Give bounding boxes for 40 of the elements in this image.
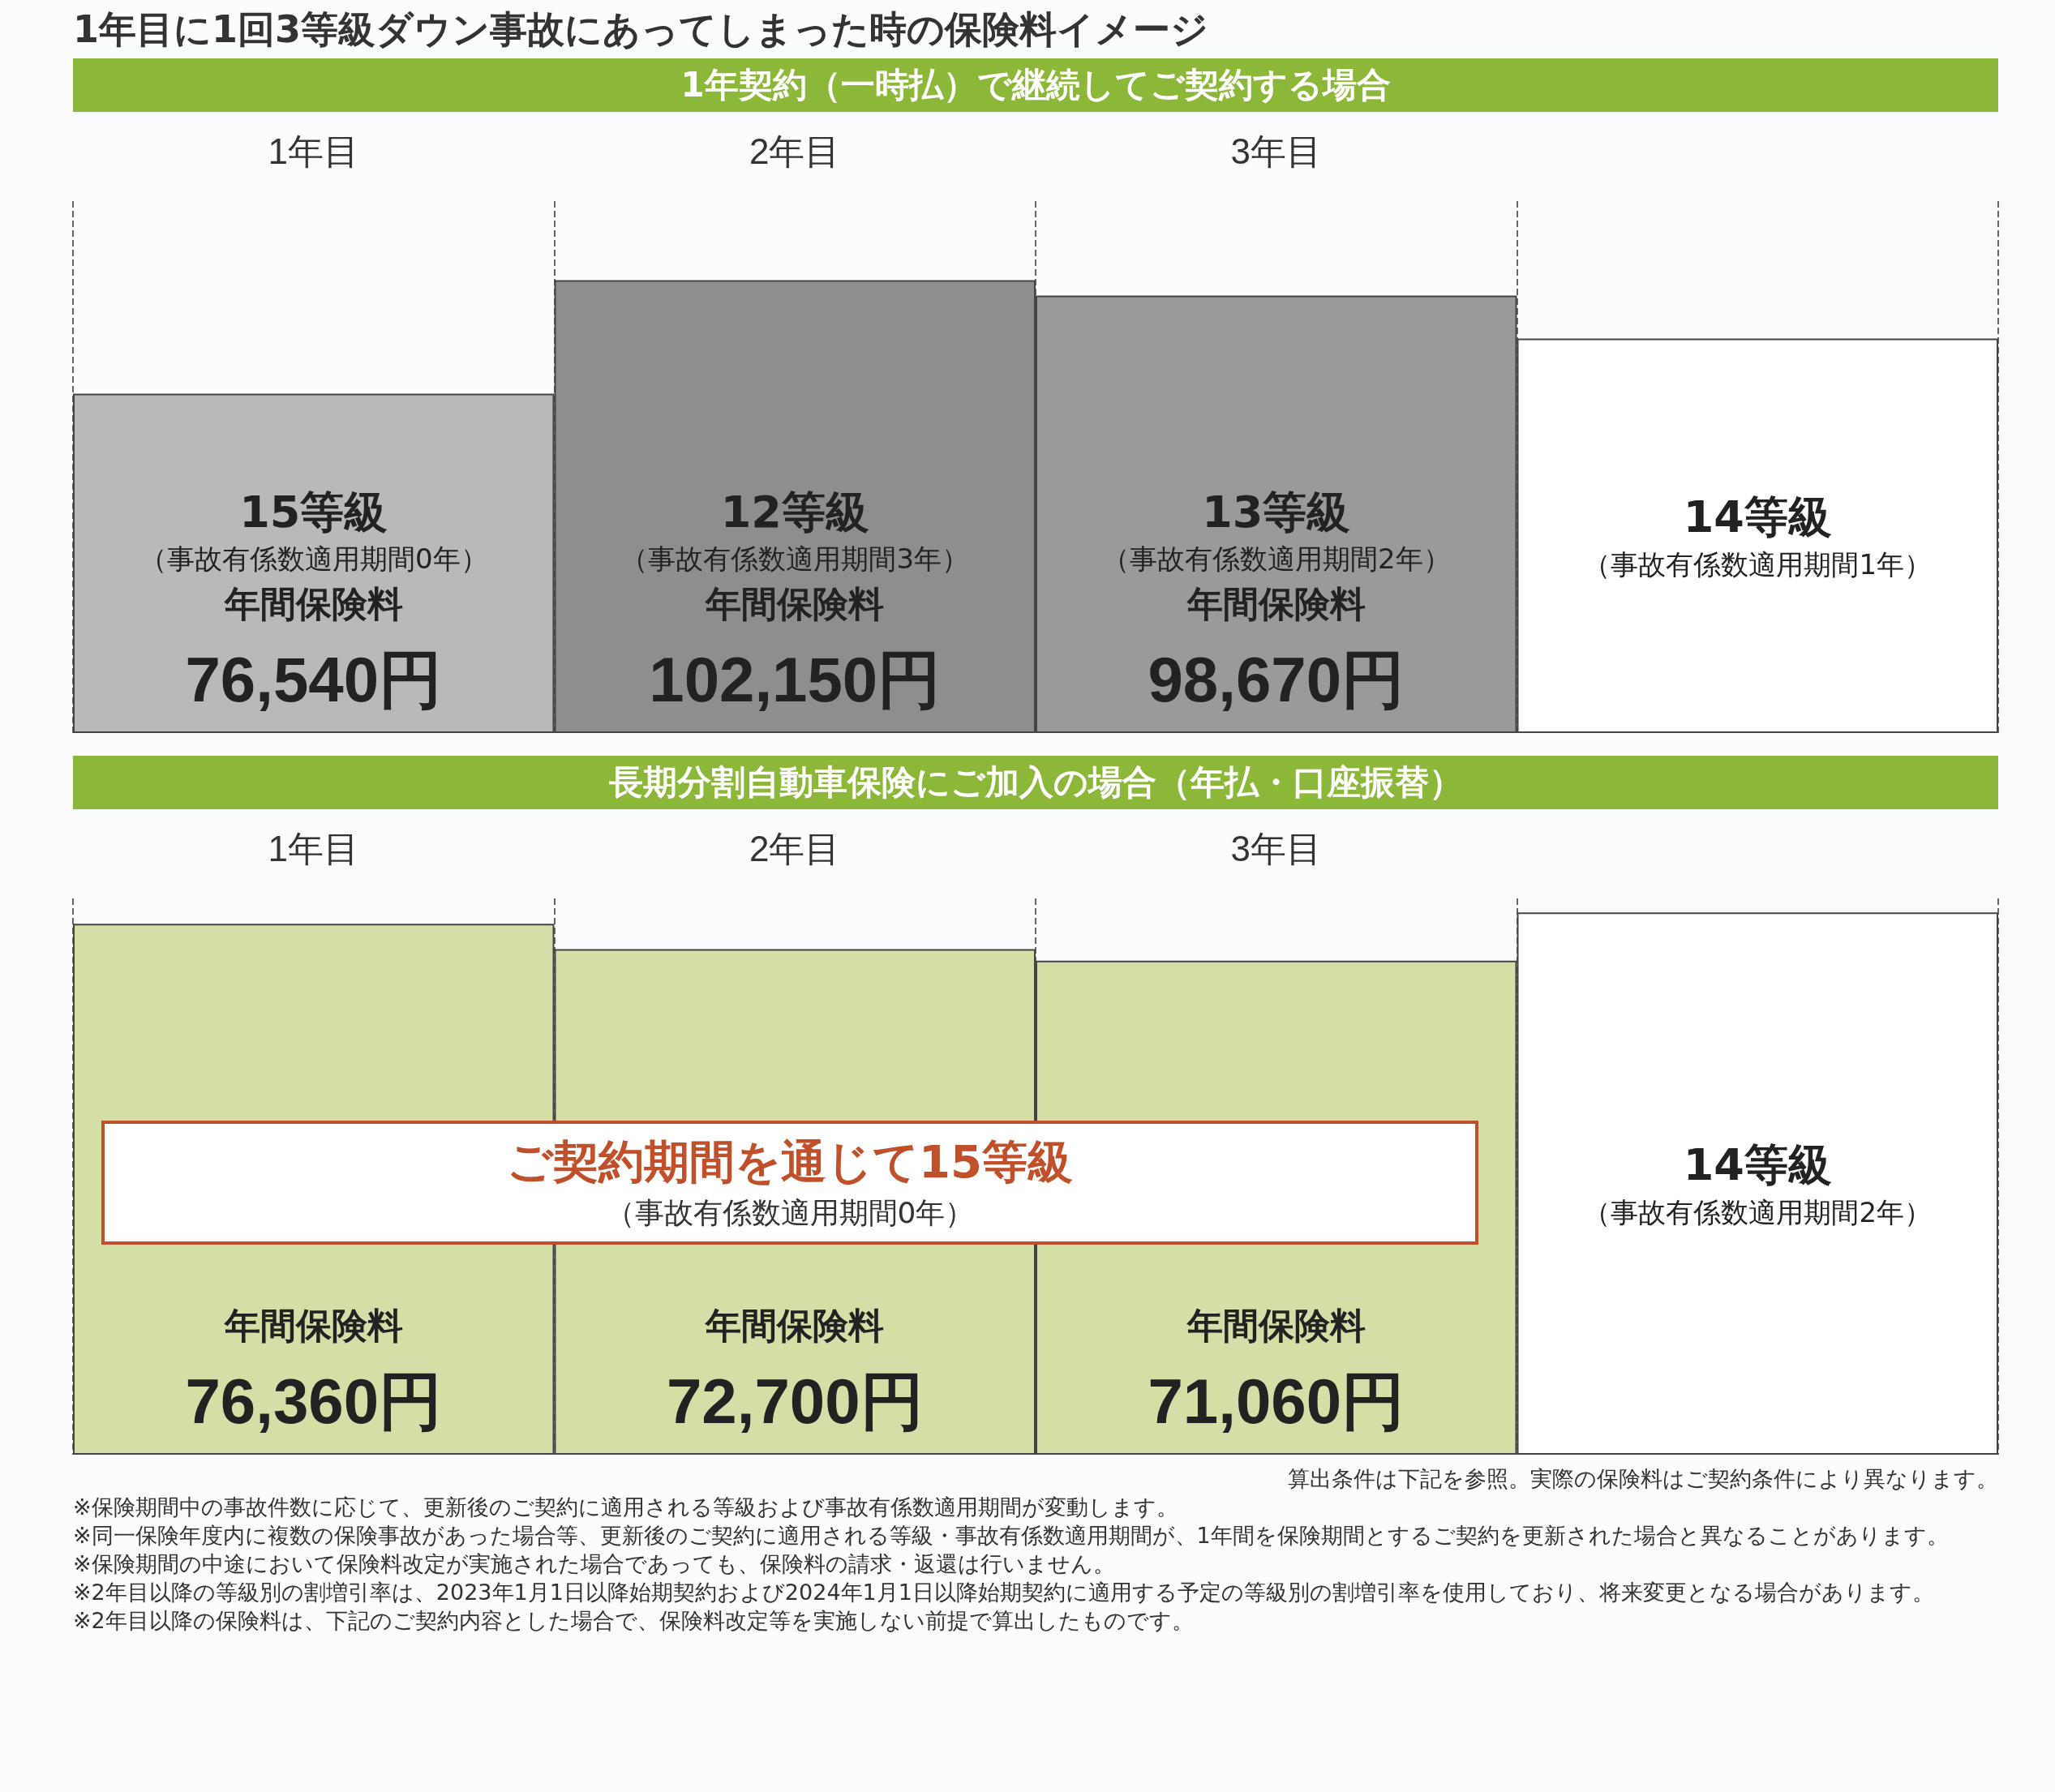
annotation: （事故有係数適用期間1年） [1583, 547, 1933, 581]
annotation: 年間保険料 [705, 582, 885, 624]
annotation: 12等級 [720, 486, 869, 538]
text: ※保険期間中の事故件数に応じて、更新後のご契約に適用される等級および事故有係数適用期間が変動します。 [73, 1494, 1179, 1522]
callout-box: ご契約期間を通じて15等級 （事故有係数適用期間0年） [101, 1121, 1478, 1245]
x-tick-label: 3年目 [1230, 131, 1322, 171]
data-label: 98,670円 [1148, 644, 1405, 715]
annotation: 年間保険料 [223, 582, 403, 624]
chart-title: 1年目に1回3等級ダウン事故にあってしまった時の保険料イメージ [72, 6, 1210, 53]
x-tick-label: 2年目 [749, 131, 841, 171]
data-label: 76,540円 [185, 644, 443, 715]
annotation: （事故有係数適用期間3年） [620, 542, 970, 575]
text: ※保険期間の中途において保険料改定が実施された場合であっても、保険料の請求・返還は行いません。 [73, 1550, 1116, 1579]
x-tick-label: 1年目 [268, 131, 359, 171]
x-tick-label: 1年目 [268, 828, 359, 868]
chart-subtitle: 長期分割自動車保険にご加入の場合（年払・口座振替） [73, 756, 1998, 809]
annotation: （事故有係数適用期間2年） [1583, 1195, 1933, 1228]
annotation: 13等級 [1202, 486, 1351, 538]
annotation: （事故有係数適用期間0年） [139, 542, 488, 575]
text: ※2年目以降の等級別の割増引率は、2023年1月1日以降始期契約および2024年1月1日以降始期契約に適用する予定の等級別の割増引率を使用しており、将来変更となる場合があります。 [73, 1579, 1935, 1607]
text: ※同一保険年度内に複数の保険事故があった場合等、更新後のご契約に適用される等級・事故有係数適用期間が、1年間を保険期間とするご契約を更新された場合と異なることがあります。 [73, 1522, 1950, 1550]
chart-subtitle: 1年契約（一時払）で継続してご契約する場合 [73, 58, 1998, 112]
data-label: 72,700円 [666, 1365, 924, 1437]
annotation: 14等級 [1683, 1139, 1832, 1191]
text: 算出条件は下記を参照。実際の保険料はご契約条件により異なります。 [1287, 1465, 1998, 1493]
annotation: 年間保険料 [705, 1304, 885, 1346]
text: ※2年目以降の保険料は、下記のご契約内容とした場合で、保険料改定等を実施しない前提で算出したものです。 [73, 1607, 1195, 1636]
data-label: 102,150円 [649, 644, 942, 715]
annotation: 年間保険料 [223, 1304, 403, 1346]
annotation: 年間保険料 [1186, 1304, 1366, 1346]
annotation: 15等級 [239, 486, 388, 538]
x-tick-label: 2年目 [749, 828, 841, 868]
annotation: （事故有係数適用期間0年） [604, 1195, 976, 1231]
annotation: （事故有係数適用期間2年） [1101, 542, 1451, 575]
annotation: 年間保険料 [1186, 582, 1366, 624]
annotation: 14等級 [1683, 491, 1832, 543]
annotation: ご契約期間を通じて15等級 [506, 1134, 1074, 1190]
data-label: 71,060円 [1148, 1365, 1405, 1437]
x-tick-label: 3年目 [1230, 828, 1322, 868]
data-label: 76,360円 [185, 1365, 443, 1437]
